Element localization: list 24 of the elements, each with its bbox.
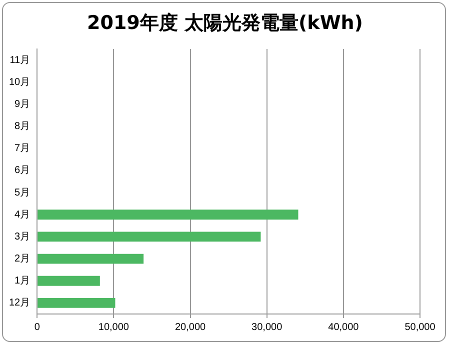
x-tick-label: 40,000 xyxy=(328,322,360,333)
y-tick-label: 11月 xyxy=(10,54,30,66)
y-tick-label: 10月 xyxy=(9,76,30,88)
bar xyxy=(38,232,261,242)
y-tick-label: 2月 xyxy=(14,254,30,265)
x-tick-label: 50,000 xyxy=(404,322,436,333)
x-tick-label: 0 xyxy=(34,322,40,333)
y-tick-label: 5月 xyxy=(14,187,30,198)
bar xyxy=(38,210,298,220)
y-tick-label: 3月 xyxy=(14,231,30,242)
bar xyxy=(38,276,100,286)
x-tick-label: 10,000 xyxy=(98,322,130,333)
x-tick-label: 30,000 xyxy=(252,322,283,333)
y-tick-label: 8月 xyxy=(14,121,30,132)
bar xyxy=(38,254,144,264)
chart-title: 2019年度 太陽光発電量(kWh) xyxy=(86,11,364,36)
y-tick-label: 7月 xyxy=(14,143,30,154)
x-tick-label: 20,000 xyxy=(174,322,206,333)
y-tick-label: 9月 xyxy=(14,98,30,110)
y-tick-label: 12月 xyxy=(9,298,30,309)
y-tick-label: 4月 xyxy=(14,209,30,220)
bar xyxy=(38,298,116,308)
y-tick-label: 6月 xyxy=(14,165,30,176)
y-tick-label: 1月 xyxy=(14,276,30,287)
